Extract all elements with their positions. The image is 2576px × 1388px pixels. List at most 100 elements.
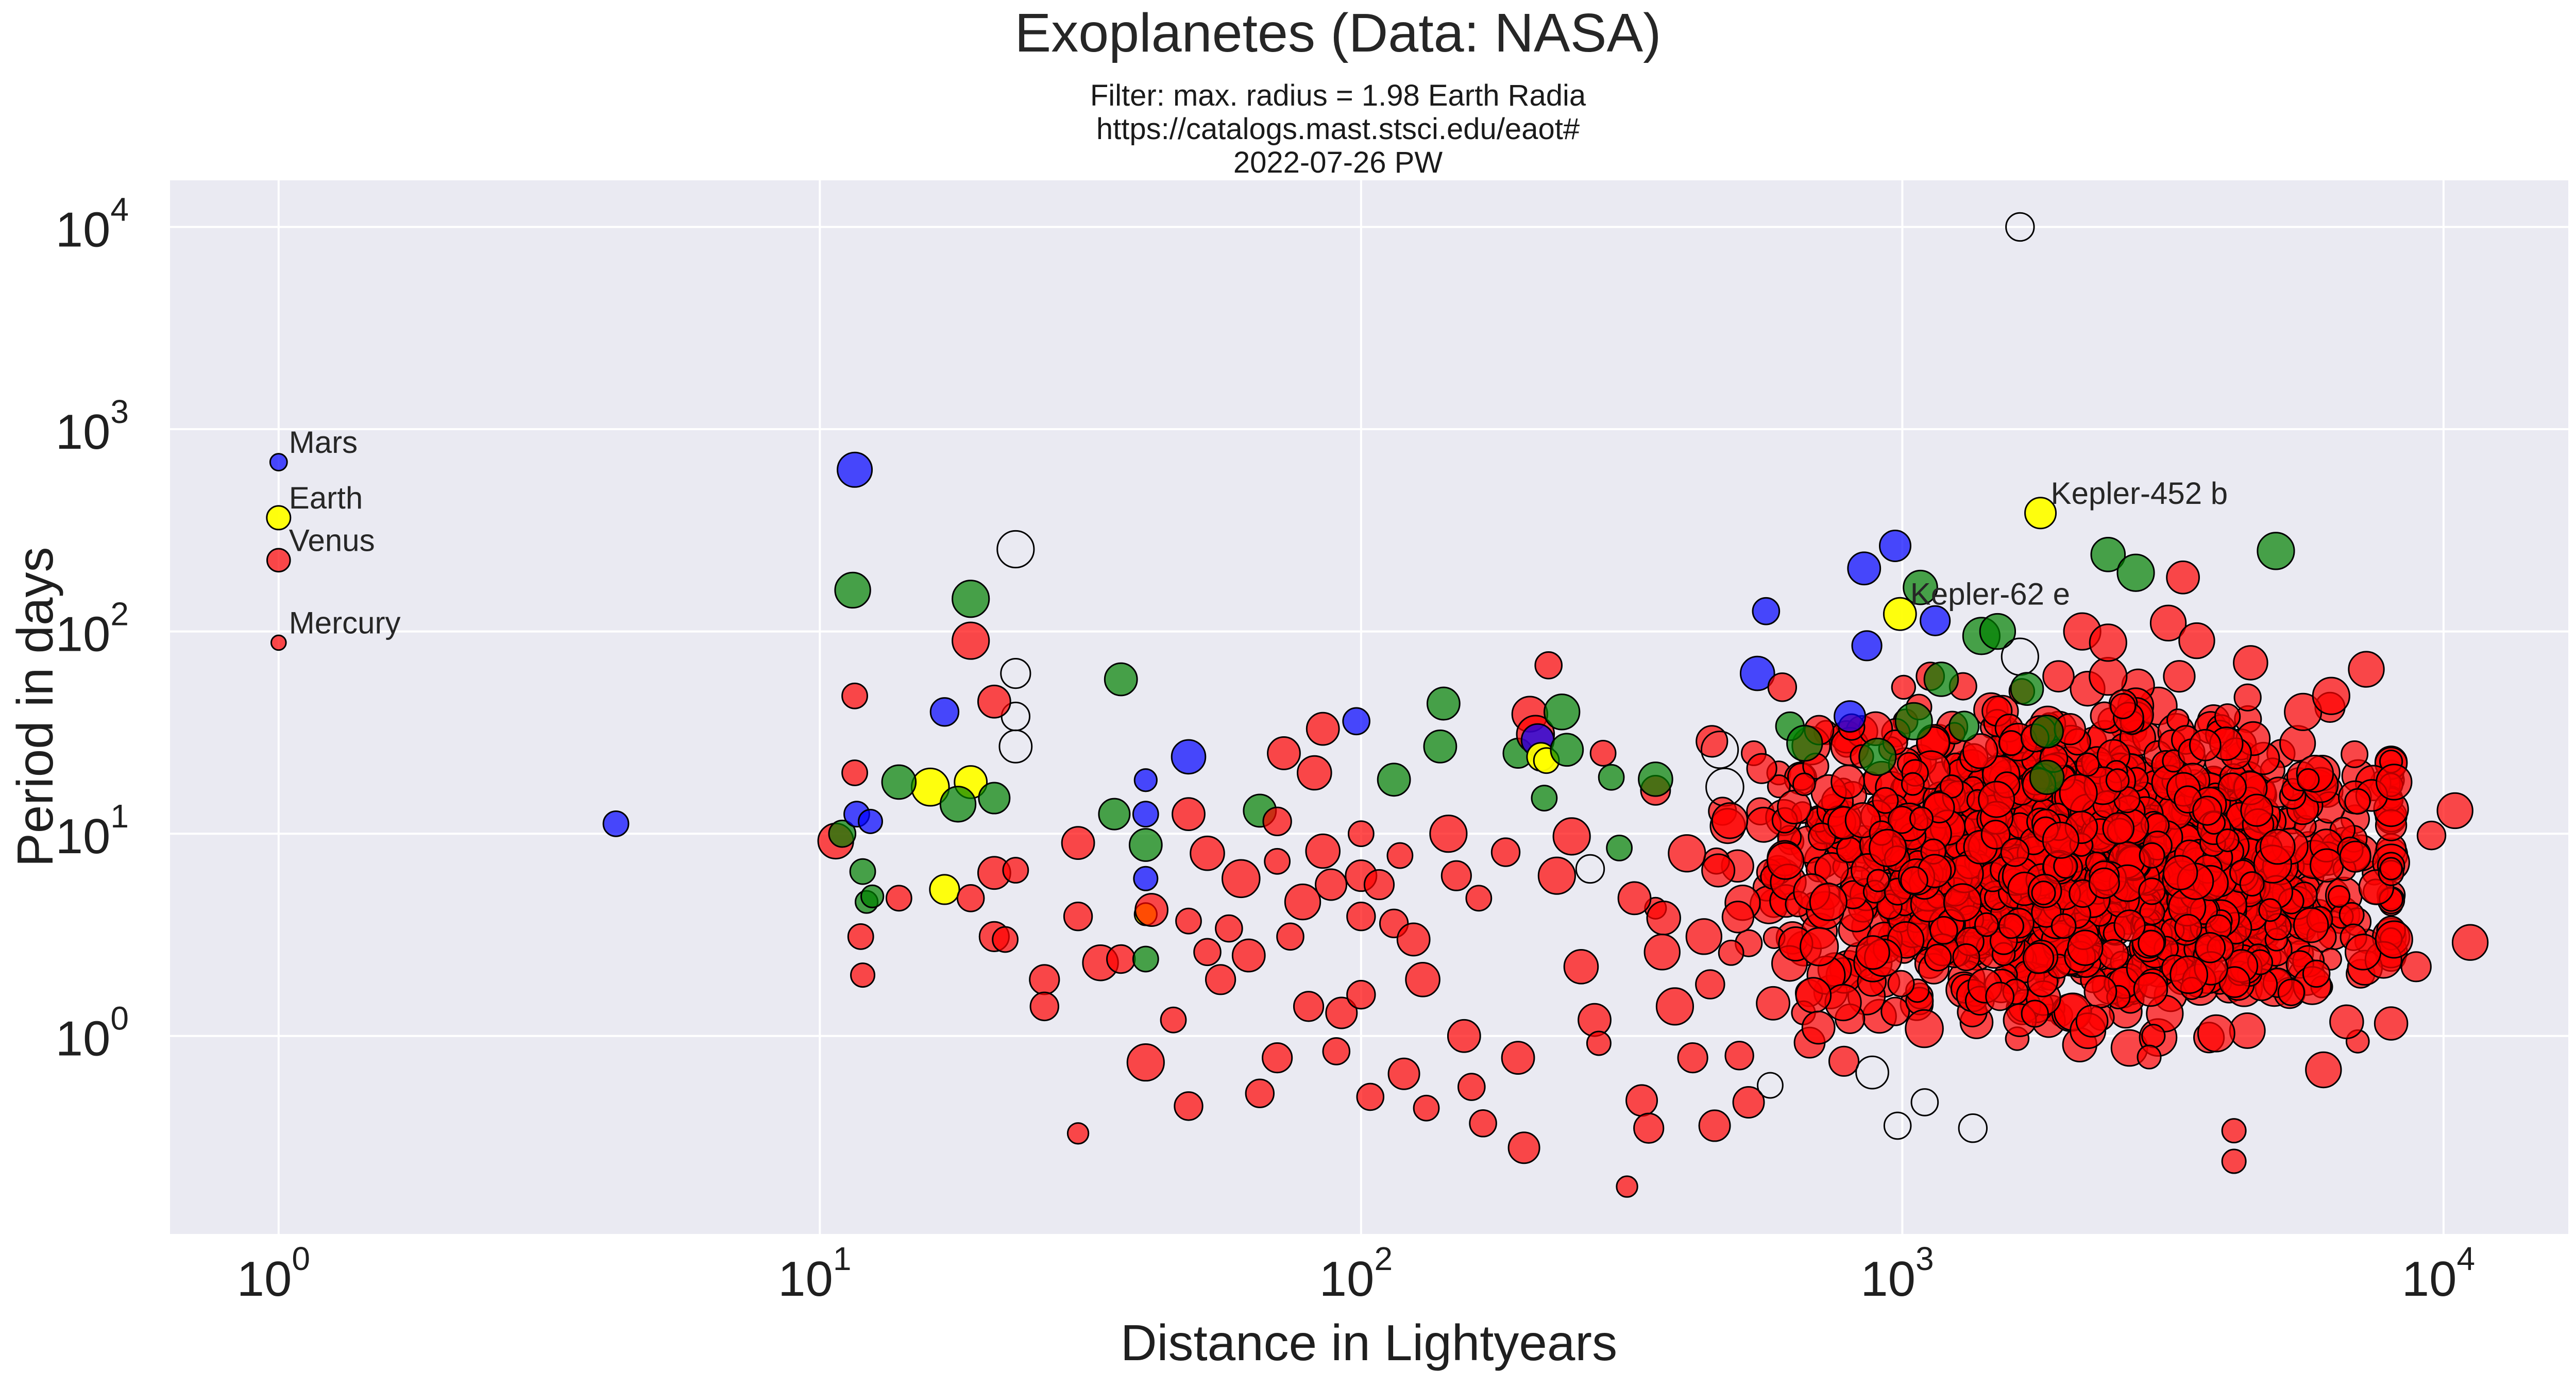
planet-point bbox=[1098, 798, 1131, 831]
planet-point bbox=[1342, 707, 1370, 736]
x-tick-label: 102 bbox=[1319, 1240, 1393, 1307]
planet-point bbox=[1447, 1019, 1481, 1053]
cluster-point bbox=[2189, 729, 2222, 761]
point-mars bbox=[269, 453, 288, 471]
planet-point bbox=[1855, 1055, 1889, 1090]
planet-point bbox=[1306, 712, 1340, 746]
planet-point bbox=[1305, 833, 1341, 869]
cluster-point bbox=[1866, 869, 1890, 892]
planet-point bbox=[2436, 792, 2473, 830]
cluster-point bbox=[2344, 788, 2371, 815]
planet-point bbox=[2451, 924, 2489, 961]
cluster-point bbox=[1756, 986, 1790, 1021]
planet-point bbox=[2400, 951, 2432, 983]
cluster-point bbox=[1795, 977, 1832, 1013]
planet-point bbox=[1552, 817, 1591, 856]
cluster-point bbox=[2000, 838, 2030, 867]
planet-point bbox=[1834, 700, 1867, 733]
planet-point bbox=[1746, 753, 1777, 784]
cluster-point bbox=[2141, 1024, 2166, 1048]
planet-point bbox=[1132, 945, 1159, 973]
planet-point bbox=[1786, 724, 1823, 762]
planet-point bbox=[1757, 1072, 1784, 1099]
cluster-point bbox=[1767, 774, 1791, 799]
cluster-point bbox=[1980, 819, 2011, 850]
cluster-point bbox=[2240, 793, 2274, 827]
cluster-point bbox=[1943, 883, 1982, 922]
x-axis-label: Distance in Lightyears bbox=[1121, 1314, 1617, 1371]
planet-point bbox=[977, 684, 1011, 719]
planet-point bbox=[1262, 806, 1292, 837]
cluster-point bbox=[1831, 765, 1865, 799]
planet-point bbox=[857, 808, 883, 834]
cluster-point bbox=[1985, 981, 2015, 1011]
planet-point bbox=[2233, 645, 2268, 681]
cluster-point bbox=[2083, 975, 2117, 1009]
point-mercury bbox=[270, 634, 287, 651]
planet-point bbox=[1903, 569, 1938, 605]
cluster-point bbox=[2138, 929, 2165, 957]
planet-point bbox=[1507, 1131, 1540, 1164]
cluster-point bbox=[1905, 1009, 1944, 1048]
cluster-point bbox=[1929, 916, 1958, 945]
planet-point bbox=[1221, 859, 1261, 899]
annotation-kepler-62-e: Kepler-62 e bbox=[1910, 577, 2070, 612]
planet-point bbox=[1531, 785, 1558, 811]
point-annotations: Mars Earth Venus Mercury Kepler-452 b Kepler-… bbox=[289, 425, 2228, 640]
planet-point bbox=[1752, 597, 1781, 625]
planet-point bbox=[2116, 553, 2155, 592]
planet-point bbox=[885, 885, 912, 912]
planet-point bbox=[1000, 658, 1031, 689]
planet-point bbox=[860, 884, 885, 908]
x-tick-label: 103 bbox=[1860, 1240, 1934, 1307]
planet-point bbox=[1172, 797, 1206, 832]
planet-point bbox=[1732, 1086, 1765, 1119]
planet-point bbox=[2089, 623, 2127, 662]
planet-point bbox=[849, 858, 876, 885]
planet-point bbox=[1847, 551, 1882, 586]
y-tick-label: 104 bbox=[56, 191, 129, 257]
y-tick-label: 103 bbox=[56, 393, 129, 460]
planet-point bbox=[1668, 834, 1706, 873]
cluster-point bbox=[1701, 853, 1736, 888]
planet-point bbox=[2416, 820, 2447, 851]
planet-point bbox=[1315, 868, 1348, 901]
planet-point bbox=[1231, 938, 1266, 973]
cluster-point bbox=[2174, 913, 2202, 942]
cluster-point bbox=[2137, 1044, 2162, 1070]
planet-point bbox=[1638, 761, 1673, 797]
cluster-point bbox=[2105, 768, 2130, 793]
cluster-point bbox=[2162, 855, 2198, 891]
planet-point bbox=[1245, 1078, 1275, 1108]
cluster-point bbox=[2170, 955, 2209, 994]
cluster-point bbox=[2341, 740, 2369, 768]
planet-point bbox=[1606, 834, 1633, 861]
planet-point bbox=[2178, 622, 2215, 659]
cluster-point bbox=[1696, 725, 1728, 758]
planet-point bbox=[1325, 996, 1358, 1029]
planet-point bbox=[1413, 1094, 1440, 1122]
cluster-point bbox=[2163, 660, 2196, 693]
planet-point bbox=[1133, 866, 1159, 891]
planet-point bbox=[1440, 860, 1472, 891]
cluster-point bbox=[1800, 927, 1839, 967]
planet-point bbox=[1363, 869, 1395, 901]
planet-point bbox=[1104, 662, 1138, 697]
x-tick-label: 101 bbox=[778, 1240, 851, 1307]
cluster-point bbox=[1766, 842, 1805, 880]
planet-point bbox=[1711, 802, 1749, 839]
planet-point bbox=[2149, 604, 2187, 642]
planet-point bbox=[1633, 1112, 1665, 1144]
cluster-point bbox=[2339, 840, 2371, 873]
cluster-point bbox=[1901, 772, 1925, 796]
planet-point bbox=[1948, 710, 1980, 742]
annotation-kepler-452-b: Kepler-452 b bbox=[2051, 476, 2228, 511]
cluster-point bbox=[2133, 972, 2168, 1007]
planet-point bbox=[1134, 893, 1168, 927]
cluster-point bbox=[1695, 969, 1725, 1000]
y-tick-label: 101 bbox=[56, 798, 129, 864]
planet-point bbox=[1346, 902, 1376, 932]
planet-point bbox=[1465, 885, 1493, 912]
cluster-point bbox=[1962, 733, 1998, 769]
cluster-point bbox=[2297, 768, 2320, 791]
